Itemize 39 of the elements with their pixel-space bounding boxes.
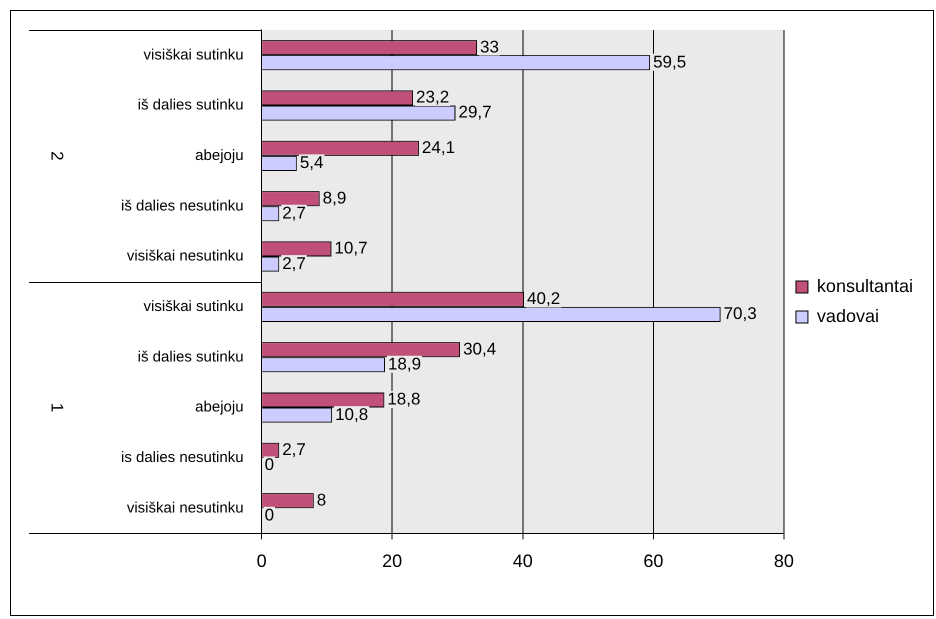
data-label: 10,7 [334,238,368,258]
y-tick-label: iš dalies sutinku [138,348,244,366]
x-tick-label: 60 [643,551,664,572]
data-label: 5,4 [300,153,324,172]
data-label: 24,1 [422,138,456,157]
data-label: 18,8 [387,390,420,409]
text: 1 [47,402,66,412]
data-label: 30,4 [463,339,496,358]
y-tick-label: abejoju [195,146,244,164]
data-label: 59,5 [653,52,686,72]
x-tick-label: 20 [382,551,402,572]
data-label: 40,2 [527,289,560,308]
y-tick-label: is dalies nesutinku [120,449,244,466]
legend-label: konsultantai [816,276,914,296]
data-label: 0 [264,505,274,524]
data-label: 2,7 [282,254,306,273]
data-label: 0 [264,455,274,474]
text: 2 [47,151,66,161]
data-label: 18,9 [388,354,422,374]
data-label: 70,3 [724,304,757,324]
x-tick-label: 80 [774,551,794,572]
y-tick-label: visiškai nesutinku [126,248,244,265]
data-label: 10,8 [335,404,368,424]
y-tick-label: abejoju [195,398,244,416]
data-label: 23,2 [416,88,450,107]
y-tick-label: iš dalies nesutinku [120,197,244,214]
data-label: 8,9 [322,188,346,208]
data-label: 29,7 [458,102,492,122]
x-tick-label: 40 [512,551,533,572]
y-tick-label: visiškai sutinku [144,298,244,316]
data-label: 2,7 [282,203,306,222]
y-tick-label: iš dalies sutinku [138,96,244,114]
x-tick-label: 0 [256,551,267,572]
data-label: 33 [480,37,499,56]
y-tick-label: visiškai nesutinku [126,499,244,516]
y-tick-label: visiškai sutinku [144,46,244,64]
legend-label: vadovai [816,306,879,326]
data-label: 2,7 [282,440,306,460]
data-label: 8 [316,490,326,510]
